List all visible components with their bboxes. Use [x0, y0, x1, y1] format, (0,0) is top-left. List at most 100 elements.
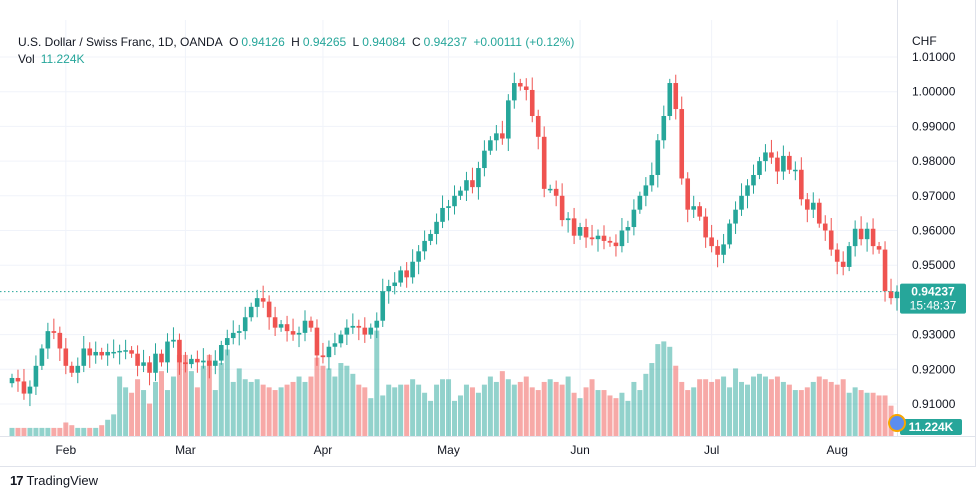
volume-bar: [697, 379, 703, 436]
candle-body: [398, 270, 403, 283]
symbol-title[interactable]: U.S. Dollar / Swiss Franc, 1D, OANDA: [18, 35, 223, 49]
candle-body: [326, 346, 332, 358]
tradingview-logo[interactable]: 17 TradingView: [10, 473, 98, 488]
candle-body: [177, 339, 182, 363]
candle-body: [565, 218, 571, 221]
volume-bar: [260, 384, 266, 436]
candle-body: [260, 298, 266, 302]
volume-bar: [326, 368, 332, 436]
volume-bar: [33, 427, 39, 436]
price-tick-label: 0.92000: [912, 362, 956, 376]
candle-body: [810, 202, 816, 210]
candle-body: [69, 365, 75, 373]
candle-body: [757, 161, 762, 175]
candle-body: [141, 362, 146, 366]
volume-bar: [416, 384, 422, 436]
volume-bar: [762, 376, 768, 436]
volume-bar: [338, 363, 344, 436]
candle-body: [81, 348, 87, 366]
volume-bar: [302, 381, 308, 436]
volume-bar: [601, 390, 607, 436]
candle-body: [189, 358, 194, 365]
close-value: 0.94237: [423, 35, 468, 49]
volume-bar: [774, 376, 780, 436]
high-value: 0.94265: [302, 35, 347, 49]
candle-body: [655, 140, 661, 175]
volume-bar: [846, 392, 852, 436]
candle-body: [852, 228, 858, 247]
time-tick-label: Jun: [570, 443, 589, 457]
volume-bar: [523, 376, 529, 436]
candle-body: [727, 223, 732, 245]
volume-bar: [218, 363, 224, 436]
volume-bar: [481, 384, 487, 436]
volume-bar: [529, 387, 535, 436]
candle-body: [685, 178, 691, 210]
volume-bar: [661, 341, 667, 436]
volume-bar: [457, 395, 463, 436]
candle-body: [428, 233, 433, 241]
candle-body: [535, 115, 541, 137]
volume-bar: [57, 427, 63, 436]
candle-body: [763, 152, 768, 162]
volume-bar: [756, 373, 762, 436]
volume-bar: [828, 381, 834, 436]
last-price-label: 0.94237: [911, 285, 955, 299]
volume-bar: [739, 381, 745, 436]
candle-body: [51, 331, 57, 333]
volume-bar: [499, 371, 505, 436]
volume-bar: [822, 379, 828, 436]
volume-bar: [278, 387, 284, 436]
candle-body: [643, 185, 649, 196]
volume-bar: [39, 427, 45, 436]
candle-body: [290, 331, 296, 335]
candle-body: [506, 100, 511, 139]
volume-bar: [589, 379, 595, 436]
low-label: L: [352, 35, 360, 49]
volume-bar: [164, 390, 170, 436]
candle-body: [595, 235, 601, 240]
volume-bar: [248, 381, 254, 436]
volume-bar: [362, 387, 368, 436]
time-tick-label: May: [437, 443, 460, 457]
candle-body: [625, 227, 631, 231]
candle-body: [254, 298, 260, 307]
volume-bar: [290, 381, 296, 436]
candle-body: [386, 286, 392, 292]
candle-body: [745, 185, 750, 196]
candle-body: [201, 360, 206, 363]
candle-body: [470, 180, 475, 188]
candle-body: [410, 261, 415, 278]
candle-body: [27, 386, 33, 394]
volume-bar: [153, 381, 159, 436]
volume-bar: [230, 381, 236, 436]
us-flag-icon: [888, 414, 906, 432]
candle-body: [793, 169, 798, 172]
volume-bar: [350, 373, 356, 436]
candle-body: [9, 377, 15, 384]
volume-bar: [266, 387, 272, 436]
candle-body: [583, 227, 589, 238]
volume-bar: [158, 371, 164, 436]
volume-bar: [583, 387, 589, 436]
volume-bar: [188, 371, 194, 436]
candle-body: [529, 89, 535, 116]
volume-bar: [356, 384, 362, 436]
candle-body: [284, 324, 290, 332]
candle-body: [195, 358, 200, 363]
volume-bar: [392, 387, 398, 436]
candle-body: [242, 317, 248, 332]
candle-body: [500, 133, 505, 139]
candle-body: [338, 334, 344, 344]
volume-bar: [440, 379, 446, 436]
candle-body: [733, 209, 738, 224]
volume-bar: [607, 395, 613, 436]
volume-bar: [117, 376, 123, 436]
candle-body: [511, 83, 517, 101]
candle-body: [553, 188, 559, 196]
candle-body: [266, 301, 272, 318]
volume-label: Vol: [18, 52, 35, 66]
candle-body: [434, 221, 439, 234]
